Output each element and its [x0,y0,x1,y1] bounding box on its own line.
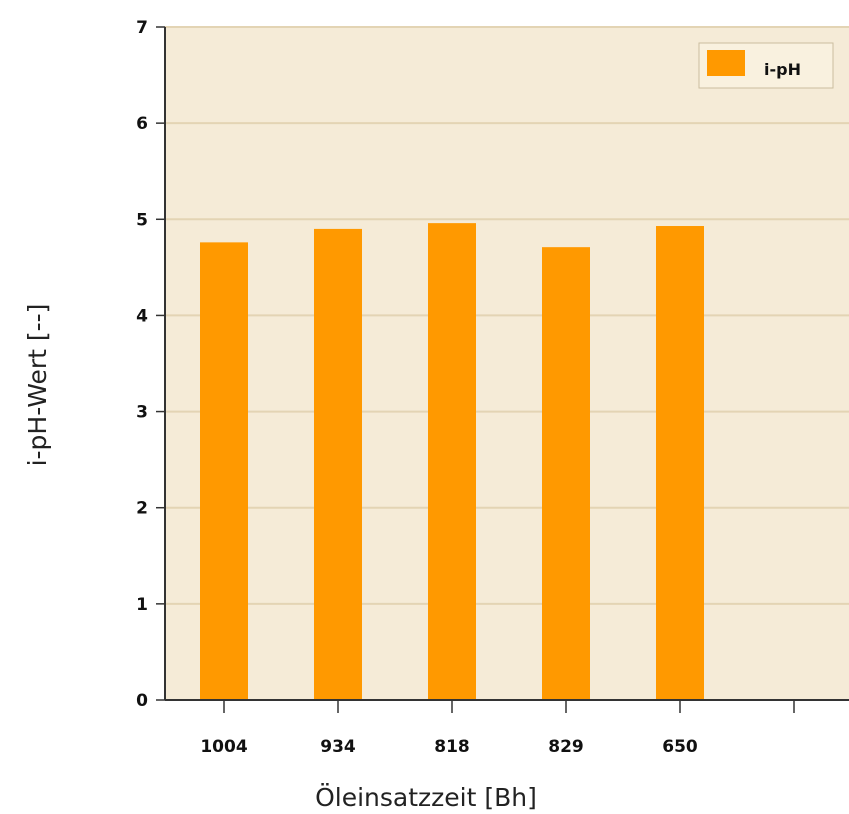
x-tick-label: 829 [548,737,584,757]
legend[interactable]: i-pH [698,42,834,89]
bar-818 [428,223,476,701]
bar-829 [542,247,590,700]
x-axis-title: Öleinsatzzeit [Bh] [315,783,537,812]
y-tick-label: 1 [136,595,148,615]
legend-label-i-ph: i-pH [764,60,801,79]
y-tick-labels: 0 1 2 3 4 5 6 7 [136,18,148,711]
y-tick-label: 2 [136,499,148,519]
bars [200,223,704,701]
x-tick-label: 650 [662,737,698,757]
y-tick-label: 3 [136,403,148,423]
legend-swatch [707,50,745,76]
bar-650 [656,226,704,700]
y-tick-label: 7 [136,18,148,38]
y-axis-title: i-pH-Wert [--] [23,304,52,467]
x-tick-label: 1004 [200,737,247,757]
y-tick-label: 5 [136,210,148,230]
y-tick-label: 4 [136,306,148,326]
bar-1004 [200,242,248,701]
bar-934 [314,228,362,700]
x-tick-labels: 1004 934 818 829 650 [200,737,698,757]
axes [156,26,849,713]
gridlines [165,26,849,605]
x-tick-label: 818 [434,737,470,757]
y-tick-label: 0 [136,691,148,711]
y-tick-label: 6 [136,114,148,134]
x-tick-label: 934 [320,737,356,757]
plot-background [165,27,849,700]
